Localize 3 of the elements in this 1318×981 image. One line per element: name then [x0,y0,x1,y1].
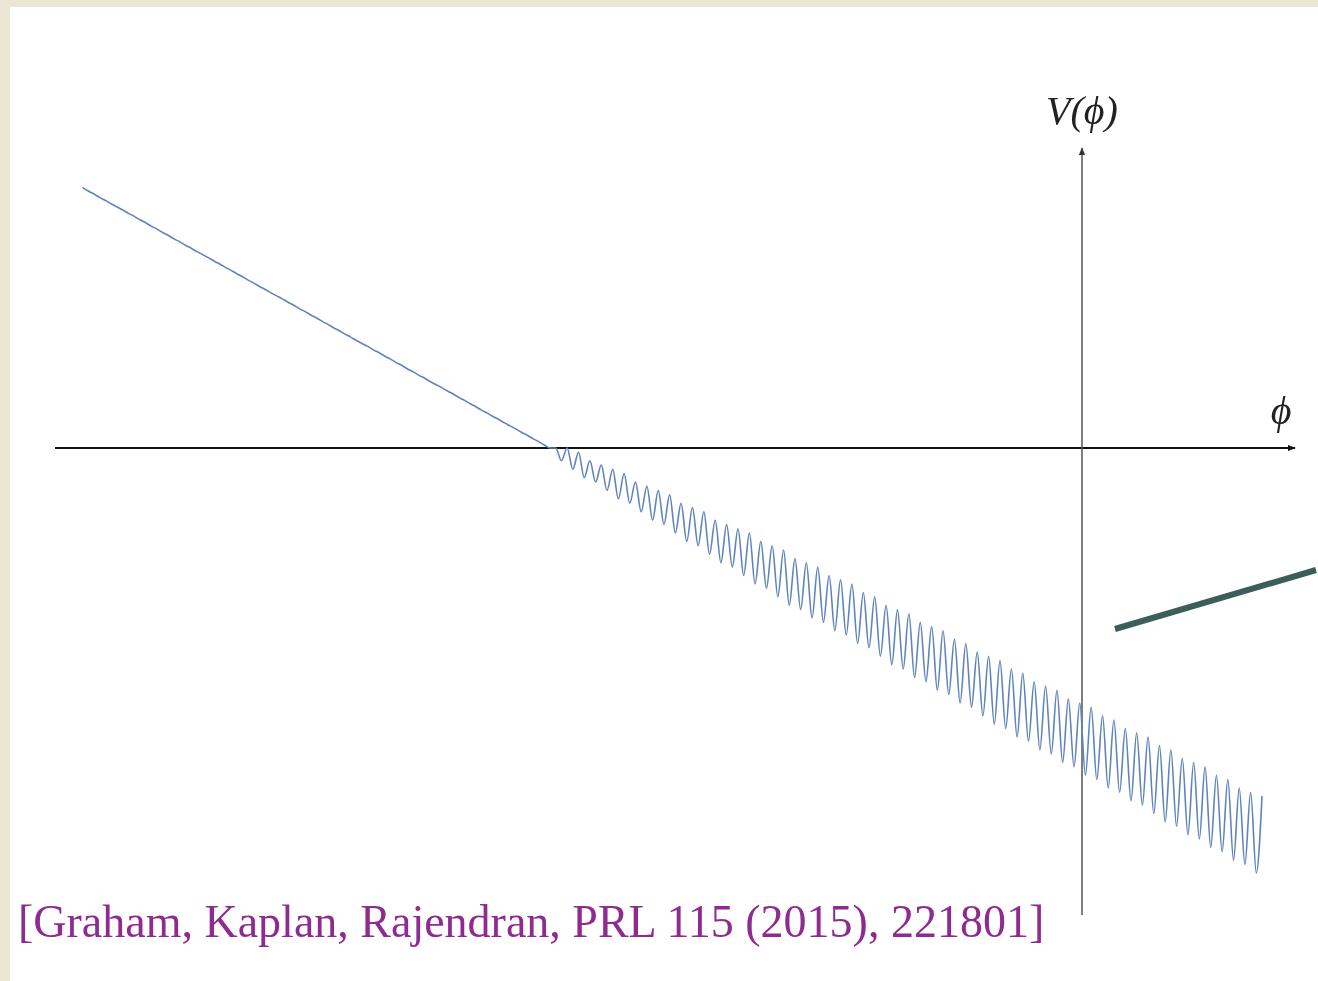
text: [Graham, Kaplan, Rajendran, PRL 115 (2015), 221801] [18,896,1045,947]
y-axis-title: V(ϕ) [1046,88,1118,133]
x-axis-title: ϕ [1270,388,1292,433]
